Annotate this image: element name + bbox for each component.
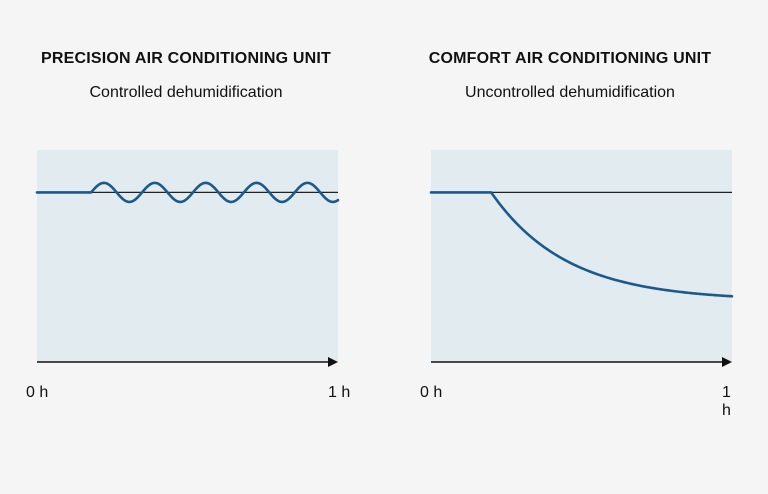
chart-title: PRECISION AIR CONDITIONING UNIT: [40, 50, 332, 67]
x-axis-arrow: [722, 357, 732, 367]
x-tick-start: 0 h: [420, 384, 443, 401]
chart-subtitle: Controlled dehumidification: [89, 84, 283, 101]
plot-background: [431, 150, 732, 362]
chart-panel-precision: PRECISION AIR CONDITIONING UNIT Controll…: [16, 0, 356, 494]
x-tick-start: 0 h: [26, 384, 49, 401]
series-line: [35, 181, 340, 204]
series-line: [429, 191, 734, 298]
x-tick-end: 1 h: [328, 384, 351, 401]
chart-panel-comfort: COMFORT AIR CONDITIONING UNIT Uncontroll…: [400, 0, 740, 494]
chart-plot-precision: [35, 150, 340, 367]
plot-background: [37, 150, 338, 362]
chart-plot-comfort: [429, 150, 734, 367]
x-tick-end: 1 h: [722, 384, 731, 419]
chart-subtitle: Uncontrolled dehumidification: [465, 84, 675, 101]
x-axis-arrow: [328, 357, 338, 367]
chart-title: COMFORT AIR CONDITIONING UNIT: [428, 50, 712, 67]
